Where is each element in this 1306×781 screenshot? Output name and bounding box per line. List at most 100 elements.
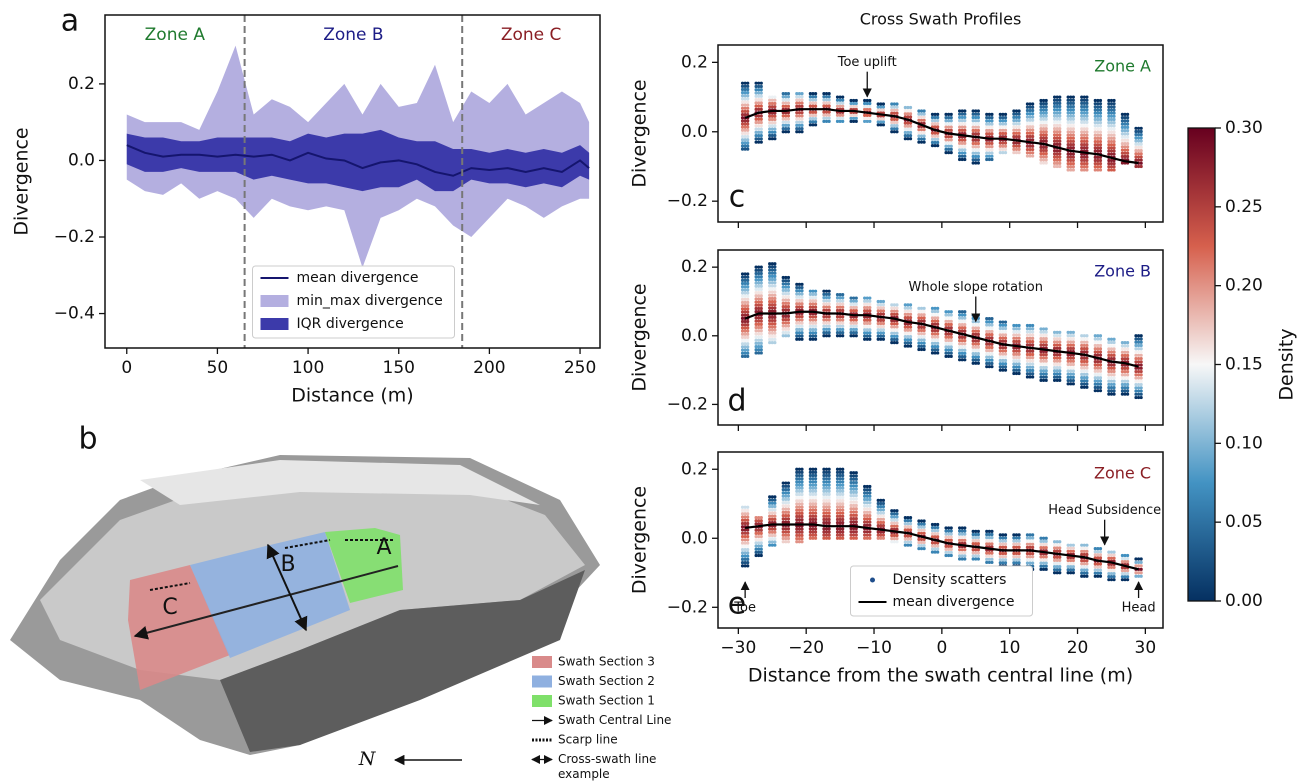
x-axis-label: Distance from the swath central line (m) (748, 665, 1133, 687)
density-column (809, 468, 817, 540)
x-tick-label: 50 (207, 358, 229, 378)
legend-swatch (532, 656, 552, 668)
figure: Zone A Zone B Zone C mean divergence min_max… (0, 0, 1306, 781)
y-axis-label: Divergence (11, 127, 33, 235)
density-column (1067, 95, 1075, 171)
annotation: Head (1122, 601, 1156, 616)
density-column (1026, 533, 1034, 571)
density-column (795, 468, 803, 544)
colorbar-tick-label: 0.20 (1225, 276, 1263, 296)
annotation: Head Subsidence (1048, 503, 1161, 518)
density-column (958, 526, 966, 560)
zone-label: Zone B (1094, 262, 1151, 281)
legend-swatch (532, 695, 552, 707)
x-tick-label: 200 (473, 358, 505, 378)
legend-label: Density scatters (893, 572, 1007, 588)
y-tick-label: −0.2 (667, 191, 708, 211)
density-column (1080, 95, 1088, 171)
panel-label: b (78, 422, 97, 457)
zone-label: Zone A (1094, 57, 1151, 76)
y-tick-label: 0.0 (68, 150, 95, 170)
density-column (890, 303, 898, 344)
zone-label: Zone B (323, 25, 383, 45)
density-column (972, 530, 980, 561)
colorbar-tick-label: 0.15 (1225, 355, 1263, 375)
density-column (985, 530, 993, 564)
x-tick-label: 100 (292, 358, 324, 378)
y-axis-label: Divergence (629, 486, 651, 594)
x-axis-label: Distance (m) (291, 385, 413, 407)
annotation: Whole slope rotation (909, 280, 1044, 295)
density-column (741, 506, 749, 568)
density-column (1012, 324, 1020, 375)
density-column (904, 516, 912, 547)
legend-label: min_max divergence (297, 293, 443, 309)
x-tick-label: 0 (936, 638, 947, 658)
x-tick-label: −10 (856, 638, 892, 658)
y-axis-label: Divergence (629, 283, 651, 391)
x-tick-label: 250 (564, 358, 596, 378)
density-column (1012, 109, 1020, 154)
legend-label: Swath Section 2 (558, 674, 655, 688)
density-column (836, 95, 844, 122)
density-column (822, 468, 830, 540)
legend-label: Swath Section 3 (558, 655, 655, 669)
density-column (809, 290, 817, 341)
map-panel (10, 455, 600, 760)
density-column (863, 296, 871, 340)
y-tick-label: 0.0 (681, 122, 708, 142)
density-column (877, 499, 885, 540)
density-column (1107, 338, 1115, 396)
colorbar-tick-label: 0.30 (1225, 118, 1263, 138)
panel-label: c (729, 180, 746, 215)
north-label: N (358, 748, 377, 770)
legend-label: Swath Section 1 (558, 694, 655, 708)
density-column (1094, 334, 1102, 392)
density-column (1121, 113, 1129, 165)
density-column (999, 320, 1007, 371)
density-column (863, 99, 871, 123)
density-column (782, 92, 790, 133)
density-column (917, 307, 925, 351)
y-tick-label: 0.2 (68, 74, 95, 94)
density-column (836, 293, 844, 337)
legend-swatch (261, 318, 289, 330)
panel-label: d (727, 384, 746, 419)
colorbar-tick-label: 0.00 (1225, 591, 1263, 611)
density-column (1080, 544, 1088, 578)
legend-label: mean divergence (297, 270, 419, 286)
x-tick-label: 0 (121, 358, 132, 378)
density-column (1121, 341, 1129, 396)
density-column (1094, 547, 1102, 578)
legend-swatch (532, 676, 552, 688)
y-tick-label: 0.2 (681, 257, 708, 277)
density-column (755, 266, 763, 355)
density-column (1039, 99, 1047, 165)
legend-label: IQR divergence (297, 316, 404, 332)
section-label: C (162, 595, 177, 620)
section-label: A (376, 535, 391, 560)
figure-title: Cross Swath Profiles (860, 10, 1022, 29)
legend-label: Scarp line (558, 733, 618, 747)
legend-marker (870, 578, 875, 583)
density-column (768, 262, 776, 344)
y-axis-label: Divergence (629, 79, 651, 187)
legend-label: example (558, 767, 610, 781)
density-column (755, 516, 763, 557)
zone-label: Zone C (1094, 464, 1151, 483)
panel-label: a (61, 4, 79, 39)
x-tick-label: 20 (1067, 638, 1089, 658)
annotation: Toe uplift (837, 55, 897, 70)
legend-label: Swath Central Line (558, 713, 671, 727)
colorbar-tick-label: 0.05 (1225, 512, 1263, 532)
density-column (1053, 331, 1061, 382)
y-tick-label: −0.2 (54, 227, 95, 247)
density-column (741, 272, 749, 358)
density-column (836, 468, 844, 540)
density-column (1039, 327, 1047, 382)
x-tick-label: 150 (383, 358, 415, 378)
density-column (890, 509, 898, 543)
density-column (999, 113, 1007, 154)
density-column (782, 276, 790, 338)
density-column (931, 307, 939, 355)
